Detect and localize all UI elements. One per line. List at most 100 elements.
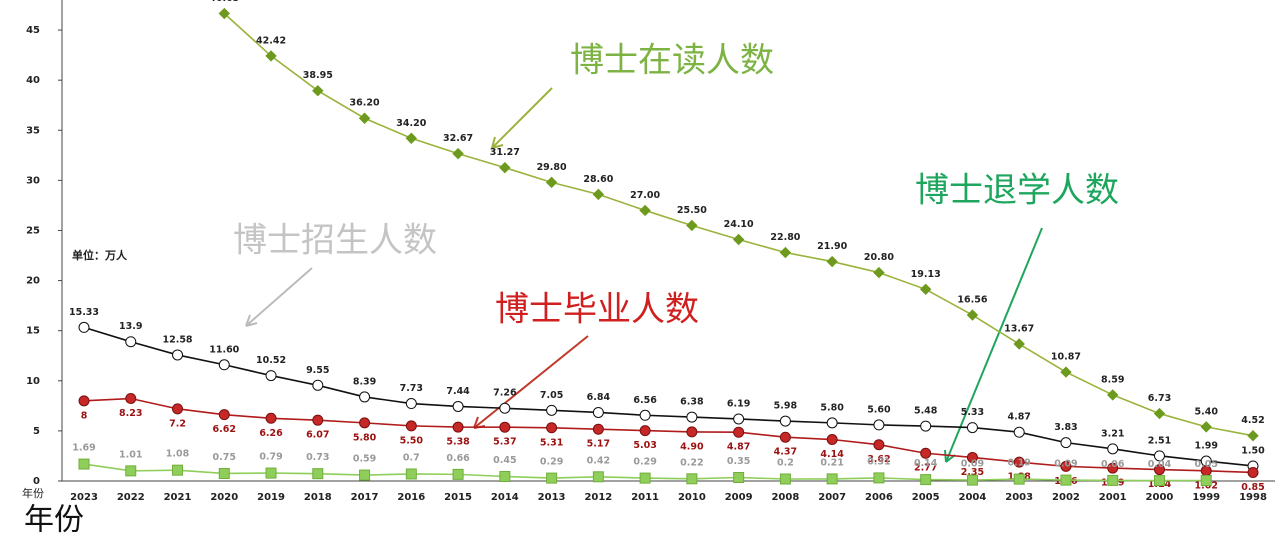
- value-label: 46.65: [209, 0, 239, 4]
- value-label: 5.31: [540, 437, 563, 448]
- point: [358, 112, 371, 124]
- value-label: 16.56: [957, 295, 987, 306]
- value-label: 22.80: [770, 232, 800, 243]
- value-label: 2.51: [1148, 435, 1171, 446]
- arrow: [945, 227, 1043, 463]
- x-tick-label: 2023: [70, 492, 98, 503]
- point: [125, 465, 137, 477]
- arrow-head: [245, 314, 258, 327]
- x-tick-label: 1999: [1192, 492, 1220, 503]
- value-label: 5.48: [914, 406, 938, 417]
- value-label: 32.67: [443, 133, 473, 144]
- point: [592, 188, 605, 201]
- x-tick-label: 2003: [1005, 492, 1033, 503]
- point: [265, 370, 277, 382]
- point: [873, 472, 885, 484]
- point: [779, 246, 792, 259]
- point: [1060, 474, 1072, 486]
- point: [125, 336, 137, 348]
- value-label: 10.87: [1051, 352, 1081, 363]
- value-label: 19.13: [911, 269, 941, 280]
- x-tick-label: 2014: [491, 492, 519, 503]
- value-label: 4.87: [1007, 412, 1030, 423]
- value-label: 0.29: [633, 457, 656, 468]
- value-label: 28.60: [583, 174, 613, 185]
- point: [1200, 474, 1212, 486]
- value-label: 0.66: [446, 453, 470, 464]
- value-label: 25.50: [677, 205, 707, 216]
- value-label: 6.56: [633, 395, 657, 406]
- x-tick-label: 2005: [912, 492, 940, 503]
- value-label: 1.99: [1195, 441, 1218, 452]
- value-label: 0.04: [1148, 459, 1172, 470]
- y-tick-label: 35: [26, 125, 40, 136]
- value-label: 0.35: [727, 456, 750, 467]
- point: [359, 391, 371, 403]
- x-tick-label: 1998: [1239, 492, 1267, 503]
- point: [1013, 473, 1025, 485]
- y-tick-label: 5: [33, 426, 40, 437]
- value-label: 0.73: [306, 452, 329, 463]
- x-axis-label-small: 年份: [22, 486, 44, 500]
- x-axis-label: 年份: [24, 503, 84, 538]
- x-tick-label: 2019: [257, 492, 285, 503]
- value-label: 36.20: [350, 98, 380, 109]
- arrow-head: [491, 136, 504, 149]
- point: [826, 417, 838, 429]
- point: [312, 468, 324, 480]
- point: [873, 419, 885, 431]
- point: [733, 426, 745, 438]
- value-label: 8.23: [119, 408, 142, 419]
- value-label: 0.22: [680, 457, 703, 468]
- point: [873, 439, 885, 451]
- point: [686, 219, 698, 232]
- series: 1.69 1.01 1.08 0.75 0.79 0.73 0.59 0.7 0.66 0.45 0…: [72, 443, 1218, 487]
- value-label: 0.09: [961, 459, 984, 470]
- value-label: 0.42: [587, 455, 610, 466]
- value-label: 6.38: [680, 397, 704, 408]
- value-label: 5.98: [774, 401, 798, 412]
- value-label: 8: [81, 410, 88, 421]
- x-tick-label: 2018: [304, 492, 332, 503]
- value-label: 0.09: [1054, 459, 1077, 470]
- annotation: 博士毕业人数: [495, 290, 699, 330]
- value-label: 6.19: [727, 398, 750, 409]
- point: [733, 413, 745, 425]
- value-label: 24.10: [724, 219, 754, 230]
- y-tick-label: 0: [33, 476, 40, 487]
- x-tick-label: 2000: [1146, 492, 1174, 503]
- point: [172, 403, 184, 415]
- x-tick-label: 2022: [117, 492, 145, 503]
- value-label: 5.40: [1195, 406, 1219, 417]
- value-label: 5.37: [493, 437, 516, 448]
- point: [826, 255, 838, 268]
- value-label: 31.27: [490, 147, 520, 158]
- value-label: 1.08: [166, 449, 190, 460]
- point: [1107, 389, 1119, 401]
- value-label: 38.95: [303, 70, 333, 81]
- point: [1107, 462, 1119, 474]
- value-label: 6.62: [213, 424, 236, 435]
- point: [966, 422, 978, 434]
- value-label: 15.33: [69, 307, 99, 318]
- value-label: 11.60: [209, 344, 239, 355]
- value-label: 42.42: [256, 35, 286, 46]
- x-tick-label: 2017: [351, 492, 379, 503]
- point: [966, 474, 978, 486]
- point: [686, 473, 698, 485]
- x-tick-label: 2010: [678, 492, 706, 503]
- point: [78, 395, 90, 407]
- series-line: [83, 326, 1254, 467]
- value-label: 0.7: [403, 452, 420, 463]
- point: [125, 393, 137, 405]
- y-tick-label: 15: [26, 326, 40, 337]
- value-label: 1.50: [1241, 445, 1265, 456]
- point: [919, 283, 932, 296]
- point: [1153, 464, 1165, 476]
- point: [1060, 437, 1072, 449]
- y-tick-label: 40: [26, 75, 40, 86]
- point: [546, 472, 558, 484]
- value-label: 13.67: [1004, 324, 1034, 335]
- value-label: 0.29: [540, 457, 563, 468]
